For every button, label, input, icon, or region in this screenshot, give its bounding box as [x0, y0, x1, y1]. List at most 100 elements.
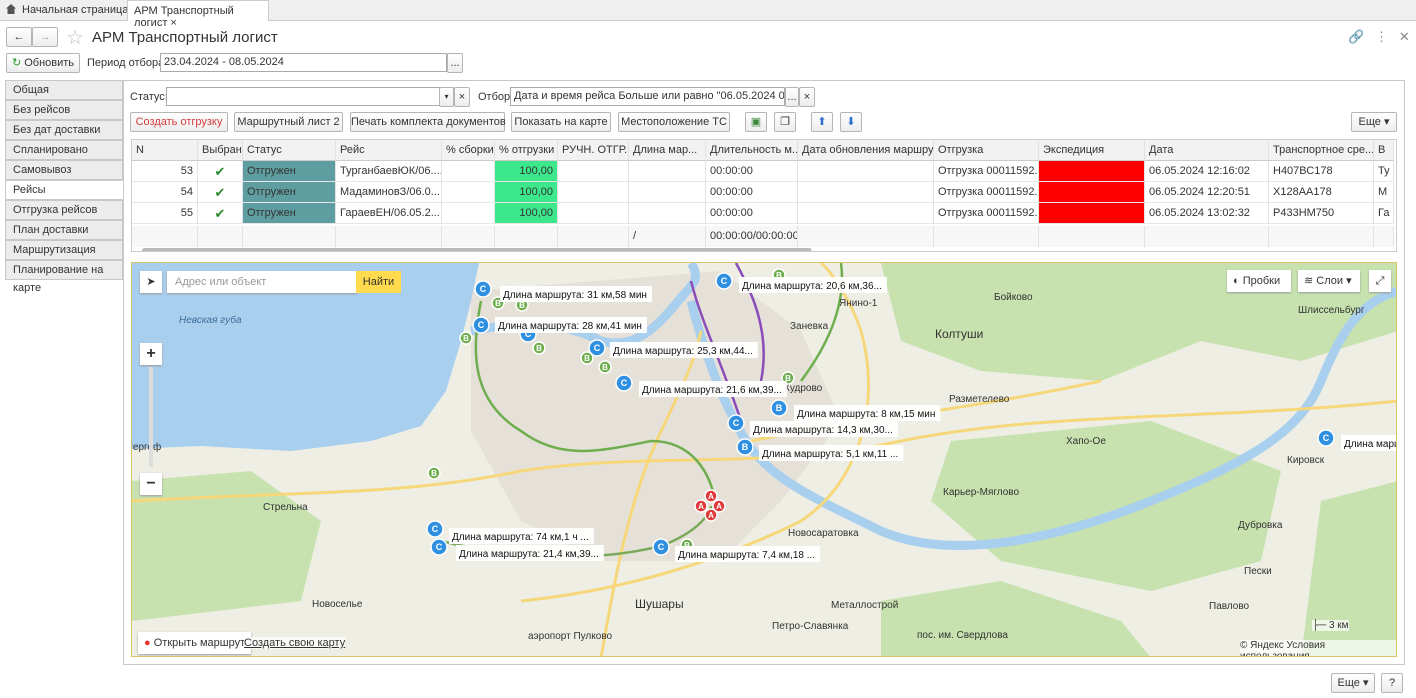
geolocation-button[interactable]: ➤ — [140, 271, 162, 293]
table-cell: 00:00:00 — [706, 182, 798, 203]
map-pin — [704, 508, 718, 522]
home-icon[interactable] — [6, 4, 16, 14]
toolbar-button[interactable]: Показать на карте — [511, 112, 611, 132]
column-header: В — [1374, 140, 1394, 161]
tab-label: АРМ Транспортный логист — [134, 5, 234, 29]
zoom-out[interactable]: − — [140, 473, 162, 495]
more-label: Еще — [1358, 116, 1381, 128]
route-label: Длина маршрута: 7,4 км,18 ... — [678, 550, 815, 561]
map-copyright[interactable]: © Яндекс Условия использования — [1240, 640, 1396, 656]
map-pin — [652, 538, 670, 556]
nav-item[interactable]: Без дат доставки — [5, 120, 123, 140]
nav-item[interactable]: Общая — [5, 80, 123, 100]
checkbox[interactable]: ✔ — [198, 161, 243, 182]
route-label-bg — [449, 528, 594, 544]
pin-letter: B — [431, 469, 437, 478]
footer-empty — [934, 226, 1039, 247]
table-cell: 100,00 — [495, 161, 558, 182]
table-cell: 100,00 — [495, 182, 558, 203]
favorite-star[interactable]: ☆ — [66, 27, 84, 49]
pin-letter: B — [536, 344, 542, 353]
help-button[interactable]: ? — [1381, 673, 1403, 693]
footer-more[interactable]: Еще ▾ — [1331, 673, 1375, 693]
nav-item[interactable]: Маршрутизация — [5, 240, 123, 260]
status-clear[interactable]: × — [454, 87, 470, 107]
period-picker[interactable]: ... — [447, 53, 463, 73]
route-label: Длина маршрута — [1344, 439, 1397, 450]
nav-item[interactable]: Отгрузка рейсов — [5, 200, 123, 220]
layers-button[interactable]: ≋ Слои ▾ — [1298, 270, 1360, 292]
nav-item[interactable]: Спланировано — [5, 140, 123, 160]
tab[interactable]: Начальная страница — [22, 4, 129, 16]
map-pin — [712, 499, 726, 513]
selection-clear[interactable]: × — [799, 87, 815, 107]
zoom-slider[interactable] — [149, 367, 153, 467]
place-label: Янино-1 — [839, 298, 878, 309]
checkbox[interactable]: ✔ — [198, 203, 243, 224]
nav-item[interactable]: План доставки — [5, 220, 123, 240]
status-input[interactable] — [166, 87, 454, 106]
pin-letter: B — [495, 299, 501, 308]
place-label: Хапо-Ое — [1066, 436, 1106, 447]
map-search-input[interactable]: Адрес или объект — [167, 271, 357, 293]
map-canvas[interactable]: Невская губа Бойково Янино-1 Заневка Колтуши… — [132, 263, 1397, 657]
map-pin — [736, 438, 754, 456]
map[interactable]: Невская губа Бойково Янино-1 Заневка Колтуши… — [131, 262, 1397, 657]
table-cell: Отгружен — [243, 182, 336, 203]
back-button[interactable]: ← — [6, 27, 32, 47]
pin-letter: C — [621, 378, 628, 388]
zoom-in[interactable]: + — [140, 343, 162, 365]
place-label: Разметелево — [949, 394, 1010, 405]
nav-item[interactable]: Планирование на карте — [5, 260, 123, 294]
toolbar-button[interactable]: Местоположение ТС — [618, 112, 730, 132]
map-pin — [1317, 429, 1335, 447]
icon-button[interactable]: ⬆ — [811, 112, 833, 132]
route-label: Длина маршрута: 28 км,41 мин — [498, 321, 642, 332]
route-label-bg — [794, 405, 941, 421]
refresh-label: Обновить — [24, 57, 75, 69]
route-label-bg — [739, 277, 887, 293]
pin-letter: A — [716, 502, 722, 511]
selection-picker[interactable]: ... — [785, 87, 799, 107]
selection-input[interactable]: Дата и время рейса Больше или равно "06.… — [510, 87, 785, 106]
pin-letter: B — [463, 334, 469, 343]
open-route-button[interactable]: ● Открыть маршрут — [138, 632, 252, 654]
table-cell: ГараевЕН/06.05.2... — [336, 203, 442, 224]
checkbox[interactable]: ✔ — [198, 182, 243, 203]
icon-button[interactable]: ⬇ — [840, 112, 862, 132]
nav-item[interactable]: Без рейсов — [5, 100, 123, 120]
icon-button[interactable]: ❐ — [774, 112, 796, 132]
tab-active[interactable]: АРМ Транспортный логист × — [127, 0, 269, 29]
period-input[interactable]: 23.04.2024 - 08.05.2024 — [160, 53, 447, 72]
create-map-link[interactable]: Создать свою карту — [244, 637, 346, 649]
empty-cell — [558, 182, 629, 203]
place-label: Петро-Славянка — [772, 621, 849, 632]
column-header: Статус — [243, 140, 336, 161]
refresh-button[interactable]: ↻ Обновить — [6, 53, 80, 73]
more-button[interactable]: Еще ▾ — [1351, 112, 1397, 132]
h-scrollbar — [142, 248, 812, 251]
window-controls[interactable]: 🔗 ⋮ ✕ — [1348, 29, 1410, 44]
map-search-button[interactable]: Найти — [356, 271, 401, 293]
nav-item[interactable]: Рейсы — [5, 180, 123, 200]
traffic-button[interactable]: ◐ Пробки — [1227, 270, 1291, 292]
route-label: Длина маршрута: 21,6 км,39... — [642, 385, 782, 396]
column-header: Рейс — [336, 140, 442, 161]
nav-item[interactable]: Самовывоз — [5, 160, 123, 180]
empty-cell — [558, 203, 629, 224]
toolbar-button[interactable]: Печать комплекта документов — [350, 112, 506, 132]
pin-letter: B — [584, 354, 590, 363]
period-label: Период отбора: — [87, 57, 168, 69]
toolbar-button[interactable]: Создать отгрузку — [130, 112, 228, 132]
icon-button[interactable]: ▣ — [745, 112, 767, 132]
status-label: Статус: — [130, 91, 168, 103]
status-dropdown[interactable]: ▾ — [439, 87, 454, 107]
empty-cell — [442, 203, 495, 224]
empty-cell — [629, 161, 706, 182]
map-pin — [727, 414, 745, 432]
toolbar-button[interactable]: Маршрутный лист 2 — [234, 112, 343, 132]
map-forest — [132, 263, 1396, 656]
fullscreen-button[interactable]: ⤢ — [1369, 270, 1391, 292]
footer-empty — [1374, 226, 1394, 247]
forward-button[interactable]: → — [32, 27, 58, 47]
